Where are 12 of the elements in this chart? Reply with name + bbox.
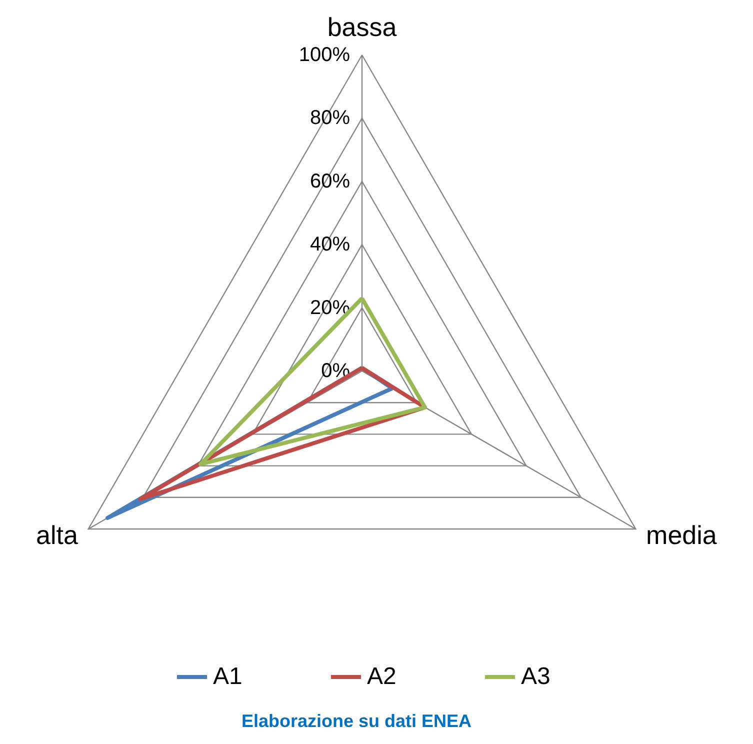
legend-label: A1 bbox=[213, 663, 242, 690]
legend-label: A3 bbox=[521, 663, 550, 690]
text: Elaborazione su dati ENEA bbox=[241, 711, 472, 731]
y-tick-label: 100% bbox=[298, 44, 350, 66]
y-tick-label: 60% bbox=[310, 170, 350, 192]
spoke-label: alta bbox=[36, 520, 78, 550]
spoke-label: bassa bbox=[327, 12, 398, 42]
y-tick-label: 20% bbox=[310, 296, 350, 319]
y-tick-label: 80% bbox=[310, 107, 350, 130]
legend-label: A2 bbox=[367, 663, 396, 690]
spoke-label: media bbox=[646, 520, 718, 550]
y-tick-label: 40% bbox=[310, 234, 350, 256]
